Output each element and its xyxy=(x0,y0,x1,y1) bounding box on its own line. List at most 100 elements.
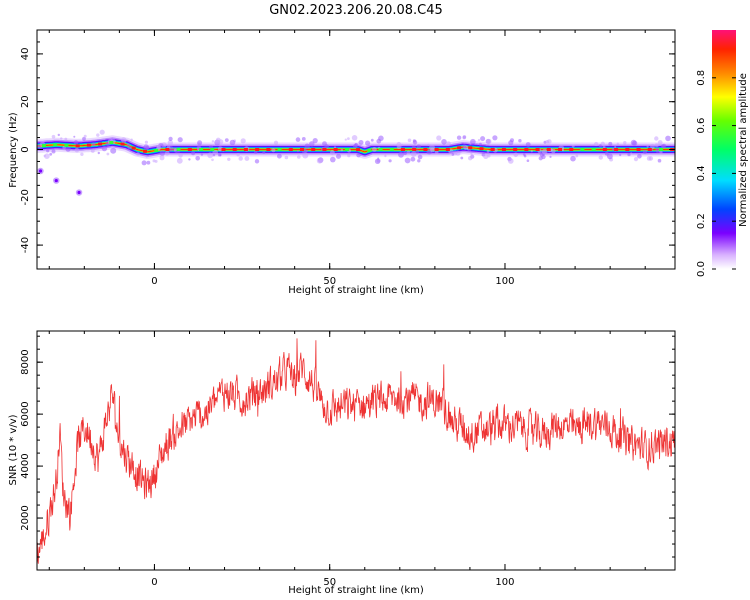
spectrogram-speckle xyxy=(197,140,203,146)
spectrogram-speckle xyxy=(410,156,416,162)
spectrogram-speckle xyxy=(478,142,482,146)
spectrogram-speckle xyxy=(195,156,200,161)
spectrogram-speckle xyxy=(143,144,149,150)
colorbar: 0.0 0.2 0.4 0.6 0.8 Normalized spectral ampl… xyxy=(696,30,749,277)
spectrogram-speckle xyxy=(486,138,492,145)
spectrogram-speckle xyxy=(164,150,170,156)
spectrogram-speckle xyxy=(347,137,350,141)
spectrogram-peak xyxy=(546,148,551,151)
spectrogram-speckle xyxy=(301,137,306,141)
spectrogram-y-tick-label: -20 xyxy=(20,189,31,205)
spectrogram-speckle xyxy=(51,134,56,139)
spectrogram-peak xyxy=(423,148,428,151)
snr-y-tick-label: 6000 xyxy=(20,401,31,426)
spectrogram-speckle xyxy=(374,158,381,164)
spectrogram-peak xyxy=(131,146,136,150)
spectrogram-speckle xyxy=(91,142,96,147)
spectrogram-speckle xyxy=(229,139,236,146)
spectrogram-peak xyxy=(591,148,596,151)
spectrogram-speckle xyxy=(561,149,565,152)
spectrogram-speckle xyxy=(80,152,84,156)
snr-y-tick-label: 2000 xyxy=(20,505,31,530)
spectrogram-outlier-core xyxy=(38,169,43,173)
spectrogram-peak xyxy=(142,149,147,153)
spectrogram-speckle xyxy=(538,156,543,161)
spectrogram-speckle xyxy=(309,141,315,147)
spectrogram-speckle xyxy=(378,135,384,142)
spectrogram-speckle xyxy=(136,152,140,156)
spectrogram-speckle xyxy=(358,140,364,145)
spectrogram-speckle xyxy=(598,155,603,160)
spectrogram-speckle xyxy=(74,147,80,153)
spectrogram-speckle xyxy=(608,141,613,146)
spectrogram-peak xyxy=(199,148,204,151)
spectrogram-y-tick-label: 20 xyxy=(20,95,31,108)
spectrogram-peak xyxy=(344,148,349,151)
spectrogram-speckle xyxy=(273,140,279,145)
spectrogram-speckle xyxy=(398,151,404,158)
colorbar-tick-label: 0.4 xyxy=(696,165,707,181)
spectrogram-speckle xyxy=(614,145,617,148)
spectrogram-peak xyxy=(535,148,540,151)
spectrogram-peak xyxy=(232,148,237,151)
spectrogram-peak xyxy=(625,148,630,151)
snr-x-tick-label: 100 xyxy=(495,577,514,588)
spectrogram-speckle xyxy=(305,150,308,153)
spectrogram-speckle xyxy=(446,141,451,146)
spectrogram-speckle xyxy=(570,155,576,162)
spectrogram-peak xyxy=(479,147,484,151)
spectrogram-speckle xyxy=(254,150,258,154)
colorbar-gradient xyxy=(712,30,736,269)
spectrogram-speckle xyxy=(659,150,663,154)
spectrogram-speckle xyxy=(211,140,215,143)
spectrogram-speckle xyxy=(410,151,417,157)
spectrogram-speckle xyxy=(468,156,473,161)
spectrogram-x-label: Height of straight line (km) xyxy=(288,285,424,296)
spectrogram-peak xyxy=(501,148,506,151)
snr-line xyxy=(37,338,675,564)
spectrogram-peak xyxy=(580,148,585,151)
spectrogram-speckle xyxy=(354,143,359,148)
spectrogram-speckle xyxy=(607,153,613,160)
spectrogram-speckle xyxy=(616,142,619,145)
spectrogram-speckle xyxy=(302,152,309,159)
spectrogram-peak xyxy=(378,148,383,151)
spectrogram-speckle xyxy=(370,138,374,142)
spectrogram-speckle xyxy=(403,151,407,156)
spectrogram-speckle xyxy=(417,159,421,163)
spectrogram-speckle xyxy=(513,152,519,158)
spectrogram-speckle xyxy=(492,135,498,141)
spectrogram-speckle xyxy=(333,146,337,149)
spectrogram-speckle xyxy=(462,144,467,149)
spectrogram-speckle xyxy=(407,138,412,143)
spectrogram-speckle xyxy=(173,148,177,152)
spectrogram-speckle xyxy=(330,156,336,163)
spectrogram-speckle xyxy=(436,135,442,141)
spectrogram-peak xyxy=(98,142,103,146)
spectrogram-speckle xyxy=(49,152,53,156)
spectrogram-speckle xyxy=(477,138,481,142)
spectrogram-speckle xyxy=(254,159,260,164)
spectrogram-peak xyxy=(64,143,69,147)
spectrogram-speckle xyxy=(200,153,204,156)
spectrogram-speckle xyxy=(487,154,491,158)
snr-plot-area xyxy=(37,338,675,564)
spectrogram-speckle xyxy=(434,150,439,155)
spectrogram-peak xyxy=(300,148,305,151)
spectrogram-peak xyxy=(210,148,215,151)
spectrogram-speckle xyxy=(594,141,599,147)
spectrogram-speckle xyxy=(51,149,56,154)
spectrogram-speckle xyxy=(654,143,659,148)
snr-x-tick-label: 0 xyxy=(151,577,157,588)
spectrogram-speckle xyxy=(297,155,301,159)
spectrogram-speckle xyxy=(344,138,347,141)
spectrogram-speckle xyxy=(219,154,222,157)
colorbar-tick-label: 0.0 xyxy=(696,261,707,277)
spectrogram-speckle xyxy=(296,150,299,153)
spectrogram-speckle xyxy=(262,151,266,154)
snr-y-tick-label: 8000 xyxy=(20,349,31,374)
spectrogram-speckle xyxy=(238,156,243,161)
spectrogram-y-label: Frequency (Hz) xyxy=(8,112,19,188)
spectrogram-speckle xyxy=(324,144,329,149)
